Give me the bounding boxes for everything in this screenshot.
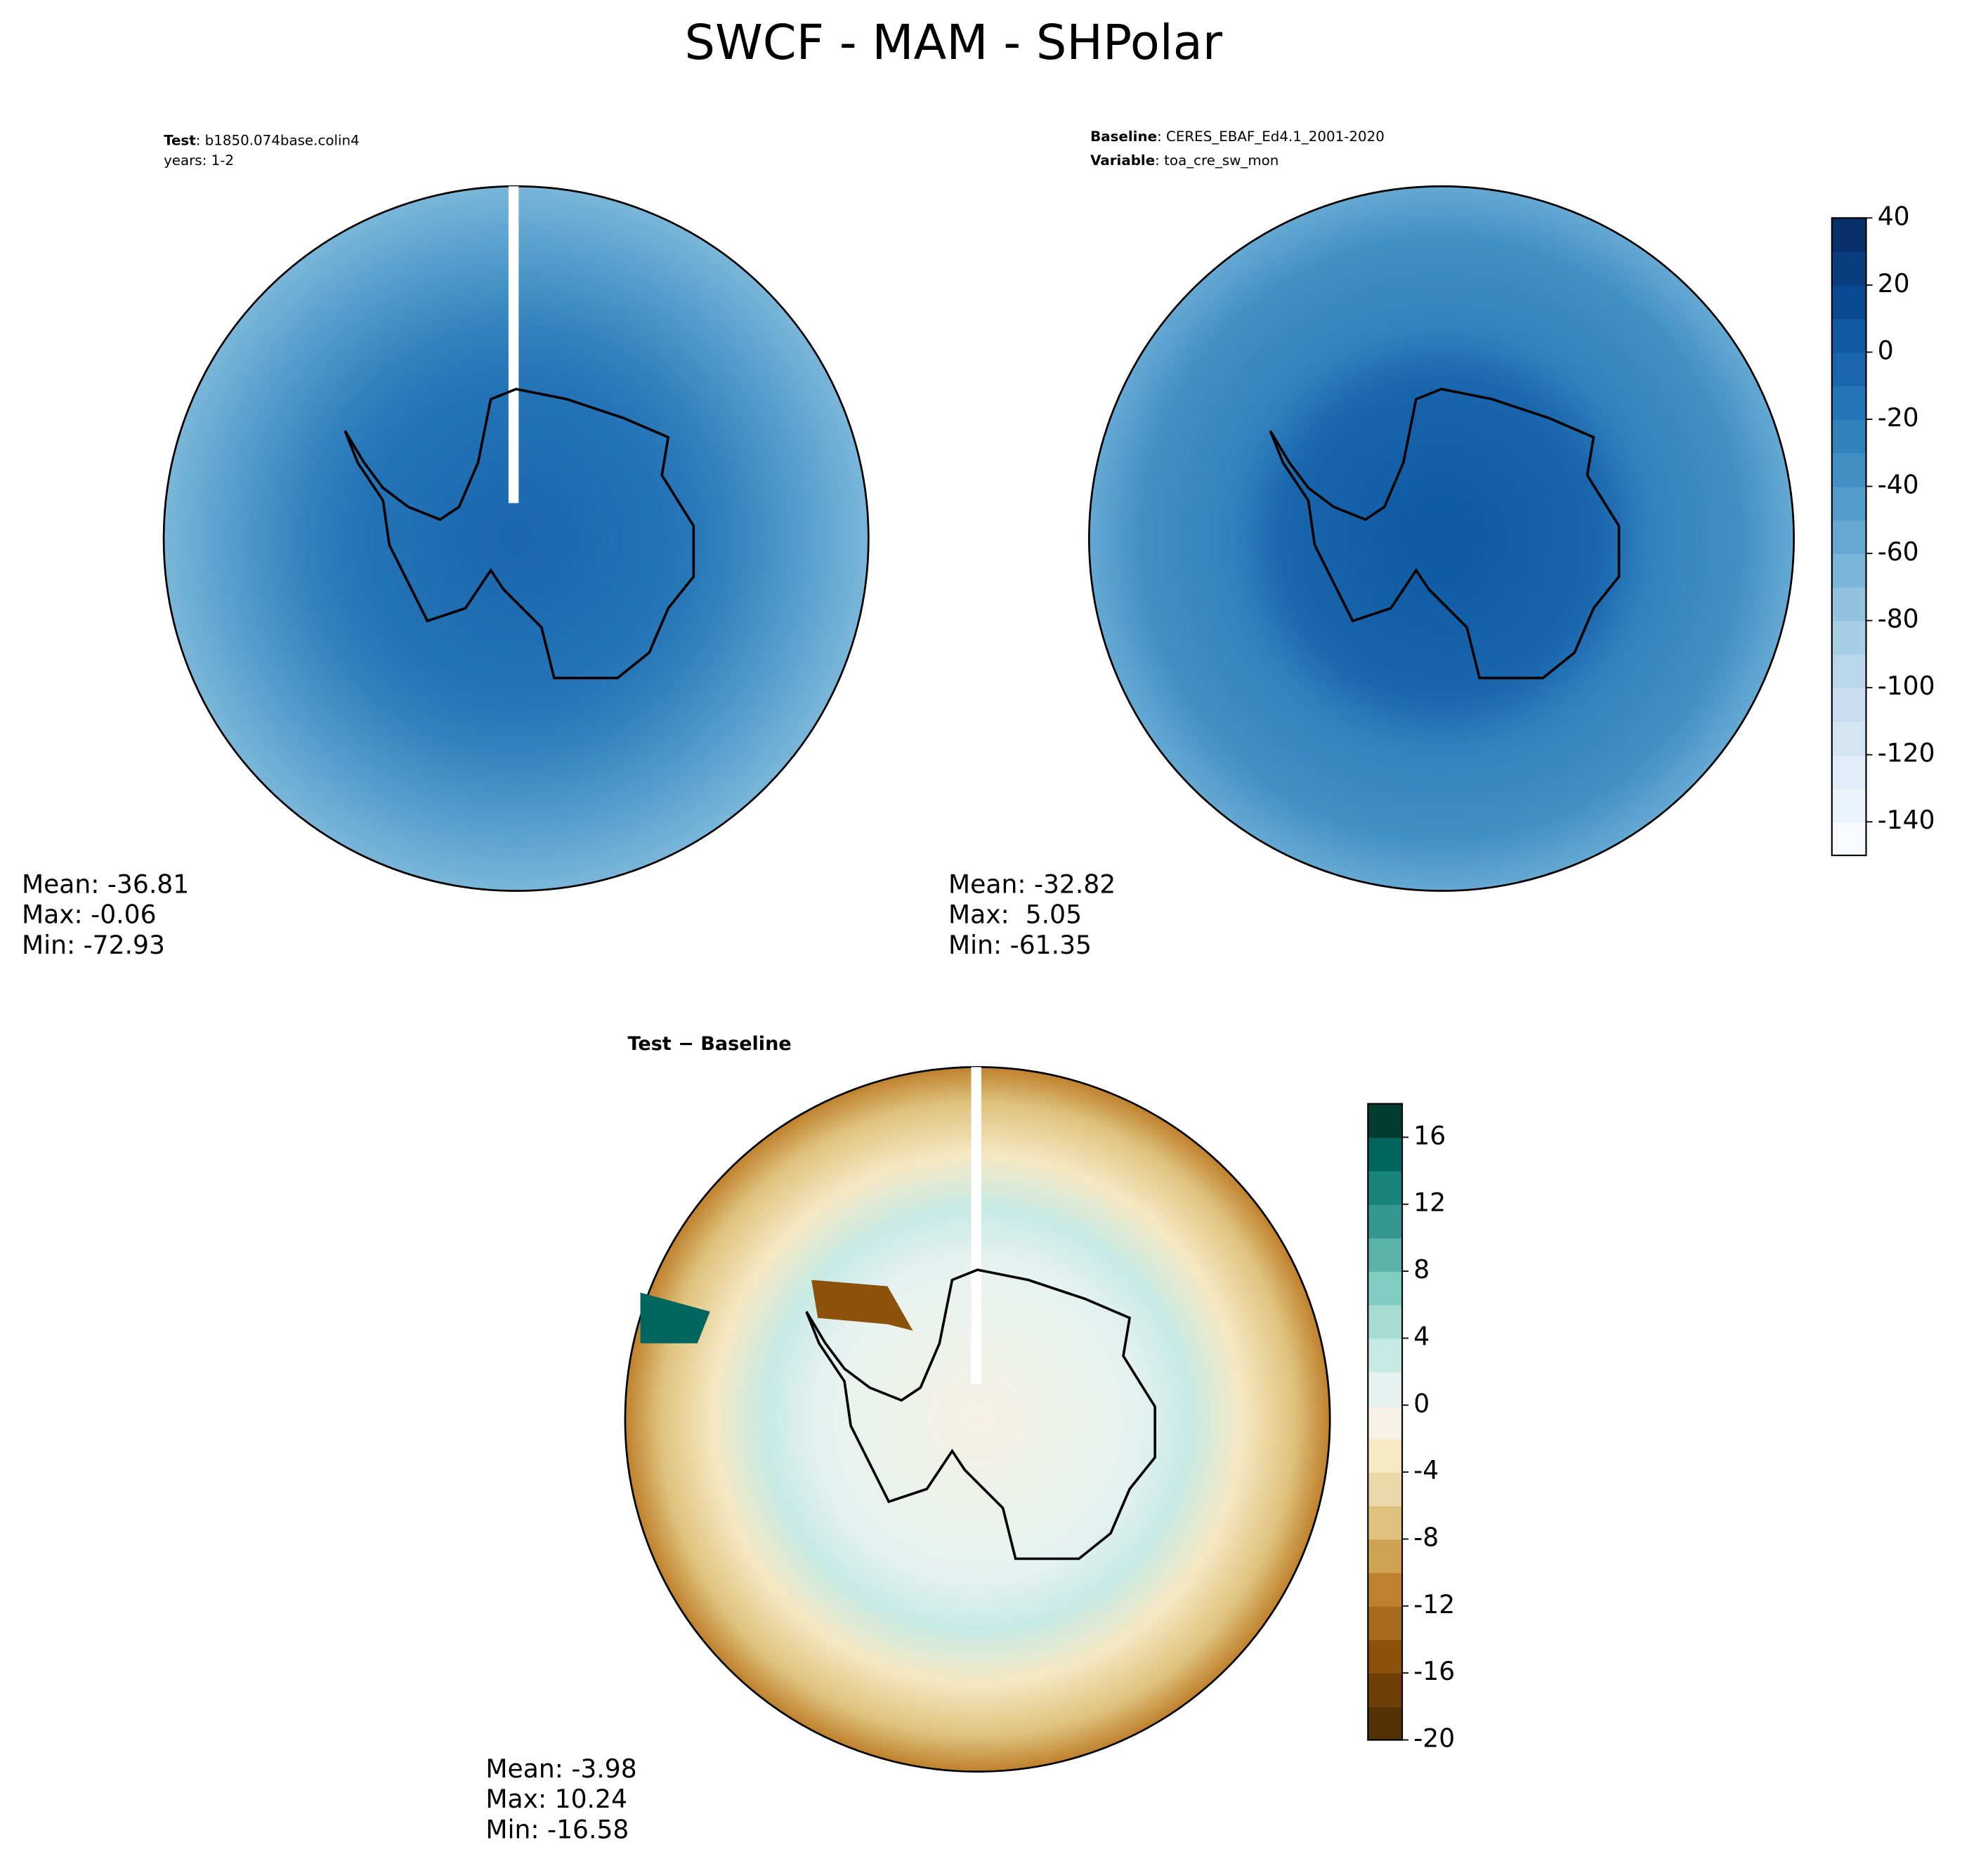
colorbar-band bbox=[1831, 318, 1866, 353]
colorbar-band bbox=[1831, 721, 1866, 756]
header-label: Test bbox=[164, 132, 196, 148]
colorbar-band bbox=[1831, 251, 1866, 286]
map-difference bbox=[624, 1066, 1331, 1773]
colorbar-band bbox=[1368, 1171, 1403, 1205]
colorbar-frame bbox=[1367, 1103, 1404, 1741]
colorbar-tick-label: -140 bbox=[1878, 806, 1935, 835]
colorbar-tick-label: 4 bbox=[1413, 1322, 1430, 1351]
panel-header: Test − Baseline bbox=[628, 1032, 792, 1054]
colorbar-tick-label: -100 bbox=[1878, 671, 1935, 701]
colorbar-band bbox=[1368, 1372, 1403, 1406]
stat-text: Min: -16.58 bbox=[485, 1815, 629, 1844]
colorbar-band bbox=[1368, 1204, 1403, 1239]
colorbar-tick-label: -60 bbox=[1878, 537, 1919, 567]
colorbar-band bbox=[1368, 1338, 1403, 1372]
colorbar-tick-label: 0 bbox=[1413, 1389, 1430, 1419]
colorbar-band bbox=[1831, 586, 1866, 622]
colorbar-tick-label: -120 bbox=[1878, 739, 1935, 768]
colorbar-band bbox=[1368, 1103, 1403, 1138]
stat-text: Max: -0.06 bbox=[22, 900, 157, 930]
colorbar-band bbox=[1368, 1405, 1403, 1440]
colorbar-band bbox=[1831, 654, 1866, 689]
panel-header: Test: b1850.074base.colin4 bbox=[164, 132, 360, 148]
header-text: years: 1-2 bbox=[164, 152, 234, 169]
map-baseline bbox=[1087, 185, 1795, 892]
colorbar-band bbox=[1368, 1572, 1403, 1607]
stat-text: Mean: -3.98 bbox=[485, 1754, 636, 1784]
header-label: Variable bbox=[1090, 152, 1155, 169]
colorbar-band bbox=[1368, 1304, 1403, 1339]
colorbar-band bbox=[1831, 419, 1866, 454]
colorbar-tick-label: -80 bbox=[1878, 605, 1919, 634]
stat-text: Min: -61.35 bbox=[948, 931, 1092, 960]
stat-text: Mean: -36.81 bbox=[22, 869, 189, 899]
colorbar-band bbox=[1368, 1539, 1403, 1574]
header-text: : CERES_EBAF_Ed4.1_2001-2020 bbox=[1157, 128, 1385, 144]
colorbar-tick-label: 40 bbox=[1878, 202, 1910, 231]
colorbar-band bbox=[1368, 1706, 1403, 1741]
colorbar-band bbox=[1831, 520, 1866, 554]
colorbar-band bbox=[1831, 452, 1866, 487]
stat-text: Min: -72.93 bbox=[22, 931, 165, 960]
header-label: Test − Baseline bbox=[628, 1032, 792, 1054]
colorbar-band bbox=[1368, 1605, 1403, 1641]
map-test bbox=[162, 185, 870, 892]
colorbar-band bbox=[1831, 386, 1866, 420]
stat-text: Max: 5.05 bbox=[948, 900, 1082, 930]
colorbar-tick-label: -20 bbox=[1878, 403, 1919, 433]
figure-title: SWCF - MAM - SHPolar bbox=[685, 15, 1223, 71]
header-label: Baseline bbox=[1090, 128, 1157, 144]
colorbar-tick-label: -8 bbox=[1413, 1523, 1439, 1552]
colorbar-tick-label: 16 bbox=[1413, 1121, 1446, 1150]
colorbar-band bbox=[1831, 822, 1866, 856]
colorbar-band bbox=[1368, 1673, 1403, 1707]
colorbar-band bbox=[1368, 1271, 1403, 1306]
colorbar-band bbox=[1831, 688, 1866, 722]
colorbar-band bbox=[1368, 1505, 1403, 1540]
colorbar-band bbox=[1368, 1237, 1403, 1272]
header-text: : b1850.074base.colin4 bbox=[196, 132, 360, 148]
colorbar-tick-label: 20 bbox=[1878, 269, 1910, 298]
colorbar-band bbox=[1831, 788, 1866, 823]
colorbar-band bbox=[1831, 284, 1866, 320]
stat-text: Mean: -32.82 bbox=[948, 869, 1116, 899]
panel-header: Variable: toa_cre_sw_mon bbox=[1090, 152, 1279, 169]
colorbar-band bbox=[1831, 486, 1866, 521]
colorbar-band bbox=[1368, 1438, 1403, 1473]
colorbar-tick-label: -16 bbox=[1413, 1657, 1455, 1686]
colorbar-band bbox=[1831, 553, 1866, 588]
colorbar-tick-label: -40 bbox=[1878, 471, 1919, 500]
colorbar-frame bbox=[1831, 217, 1867, 857]
colorbar-band bbox=[1831, 352, 1866, 387]
colorbar-band bbox=[1831, 218, 1866, 253]
stat-text: Max: 10.24 bbox=[485, 1785, 627, 1814]
colorbar-tick-label: -4 bbox=[1413, 1456, 1439, 1485]
colorbar-band bbox=[1368, 1472, 1403, 1506]
panel-header: years: 1-2 bbox=[164, 152, 234, 169]
panel-header: Baseline: CERES_EBAF_Ed4.1_2001-2020 bbox=[1090, 128, 1385, 144]
colorbar-band bbox=[1368, 1137, 1403, 1171]
colorbar-band bbox=[1368, 1639, 1403, 1674]
colorbar-tick-label: -20 bbox=[1413, 1724, 1455, 1754]
colorbar-tick-label: -12 bbox=[1413, 1590, 1455, 1619]
colorbar-band bbox=[1831, 620, 1866, 655]
colorbar-tick-label: 0 bbox=[1878, 336, 1894, 365]
colorbar-tick-label: 8 bbox=[1413, 1255, 1430, 1284]
header-text: : toa_cre_sw_mon bbox=[1155, 152, 1279, 169]
colorbar-band bbox=[1831, 754, 1866, 789]
colorbar-tick-label: 12 bbox=[1413, 1188, 1446, 1218]
